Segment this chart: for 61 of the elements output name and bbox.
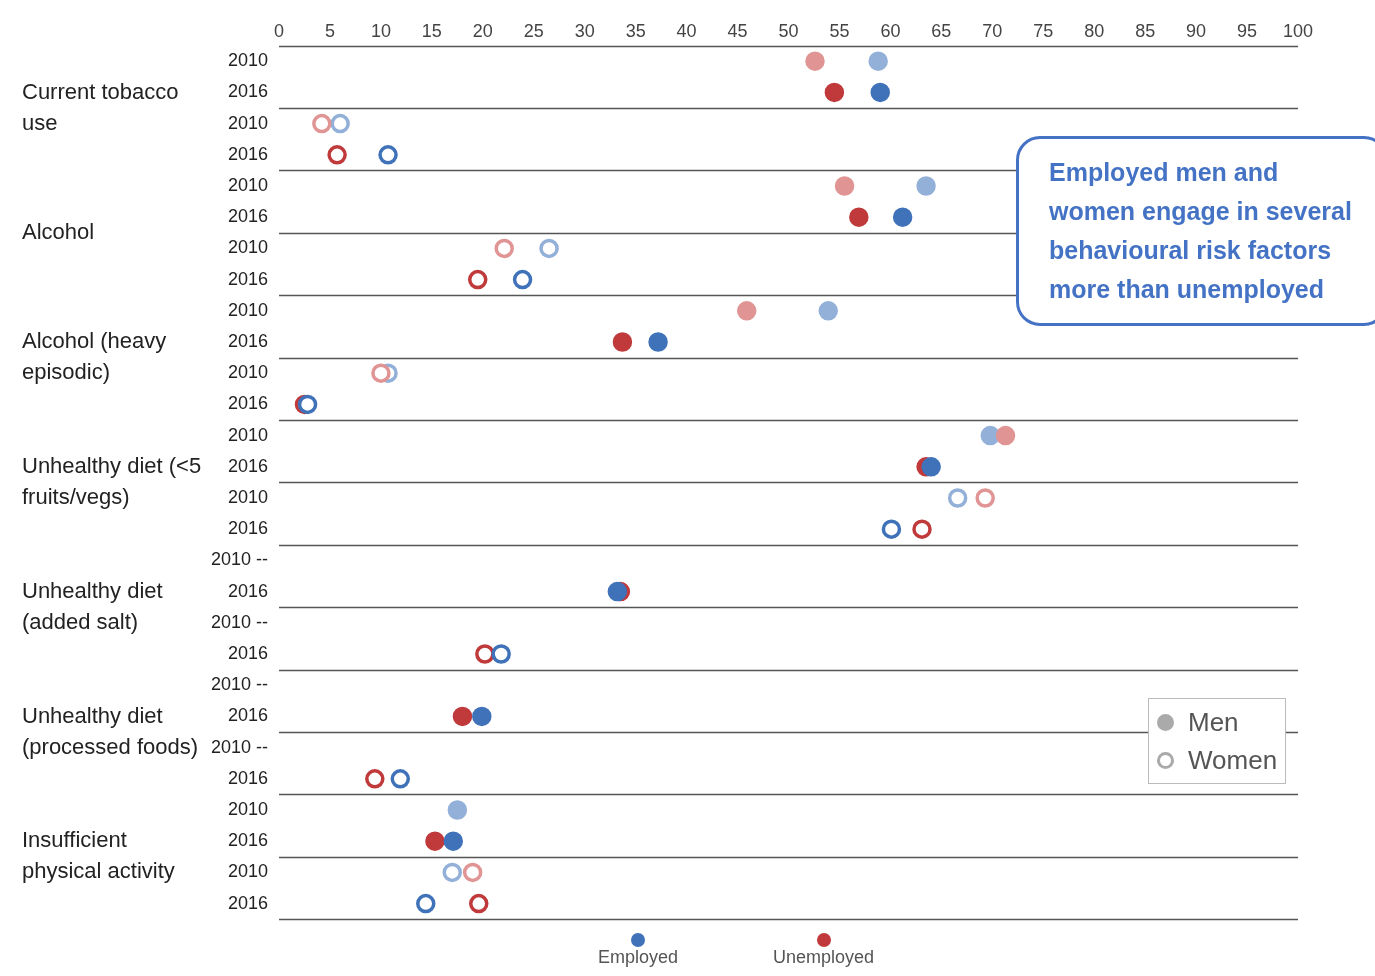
y-tick-label: 2016 <box>227 518 269 539</box>
y-tick-label: 2016 <box>227 767 269 788</box>
x-tick-label: 10 <box>370 20 391 41</box>
y-tick-label: 2016 <box>227 580 269 601</box>
y-tick-label: 2010 <box>227 486 269 507</box>
y-tick-label: 2016 <box>227 642 269 663</box>
x-tick-label: 35 <box>625 20 646 41</box>
y-tick-label: 2010 <box>227 798 269 819</box>
y-tick-label: 2016 <box>227 830 269 851</box>
text: Unhealthy diet (added salt) <box>22 577 163 634</box>
x-tick-label: 40 <box>676 20 697 41</box>
text: Current tobacco use <box>22 78 179 135</box>
x-tick-label: 75 <box>1033 20 1054 41</box>
x-tick-label: 55 <box>829 20 850 41</box>
x-tick-label: 90 <box>1186 20 1207 41</box>
x-tick-label: 20 <box>472 20 493 41</box>
y-tick-label: 2016 <box>227 268 269 289</box>
text: Unhealthy diet (processed foods) <box>22 702 199 759</box>
y-tick-label: 2016 <box>227 892 269 913</box>
y-tick-label: 2016 <box>227 143 269 164</box>
y-tick-label: 2010 -- <box>210 736 269 757</box>
y-tick-label: 2010 -- <box>210 674 269 695</box>
x-tick-label: 65 <box>931 20 952 41</box>
y-tick-label: 2010 -- <box>210 549 269 570</box>
text: Insufficient physical activity <box>22 827 175 884</box>
y-tick-label: 2016 <box>227 705 269 726</box>
legend-label: Unemployed <box>773 947 875 968</box>
legend-label: Employed <box>598 947 679 968</box>
y-tick-label: 2016 <box>227 393 269 414</box>
x-tick-label: 50 <box>778 20 799 41</box>
x-tick-label: 85 <box>1135 20 1156 41</box>
x-tick-label: 80 <box>1084 20 1105 41</box>
annotation: Employed men and women engage in several behavioural risk factors more than unemployed <box>1016 136 1375 326</box>
x-tick-label: 0 <box>274 20 285 41</box>
y-tick-label: 2010 <box>227 861 269 882</box>
y-tick-label: 2010 <box>227 174 269 195</box>
text: Unhealthy diet (<5 fruits/vegs) <box>22 452 202 509</box>
y-tick-label: 2016 <box>227 206 269 227</box>
x-tick-label: 30 <box>574 20 595 41</box>
x-tick-label: 95 <box>1237 20 1258 41</box>
y-tick-label: 2010 <box>227 362 269 383</box>
y-tick-label: 2010 <box>227 50 269 71</box>
text: Alcohol <box>22 218 95 244</box>
x-tick-label: 5 <box>324 20 335 41</box>
x-tick-label: 45 <box>727 20 748 41</box>
y-tick-label: 2010 <box>227 299 269 320</box>
y-tick-label: 2010 <box>227 237 269 258</box>
y-tick-label: 2010 <box>227 112 269 133</box>
x-tick-label: 15 <box>421 20 442 41</box>
annotation: Women <box>1188 744 1278 776</box>
x-tick-label: 100 <box>1282 20 1314 41</box>
annotation: Men <box>1188 706 1239 738</box>
y-tick-label: 2016 <box>227 455 269 476</box>
y-tick-label: 2010 -- <box>210 611 269 632</box>
x-tick-label: 70 <box>982 20 1003 41</box>
y-tick-label: 2010 <box>227 424 269 445</box>
x-tick-label: 25 <box>523 20 544 41</box>
y-tick-label: 2016 <box>227 330 269 351</box>
y-tick-label: 2016 <box>227 81 269 102</box>
text: Alcohol (heavy episodic) <box>22 328 167 385</box>
x-tick-label: 60 <box>880 20 901 41</box>
